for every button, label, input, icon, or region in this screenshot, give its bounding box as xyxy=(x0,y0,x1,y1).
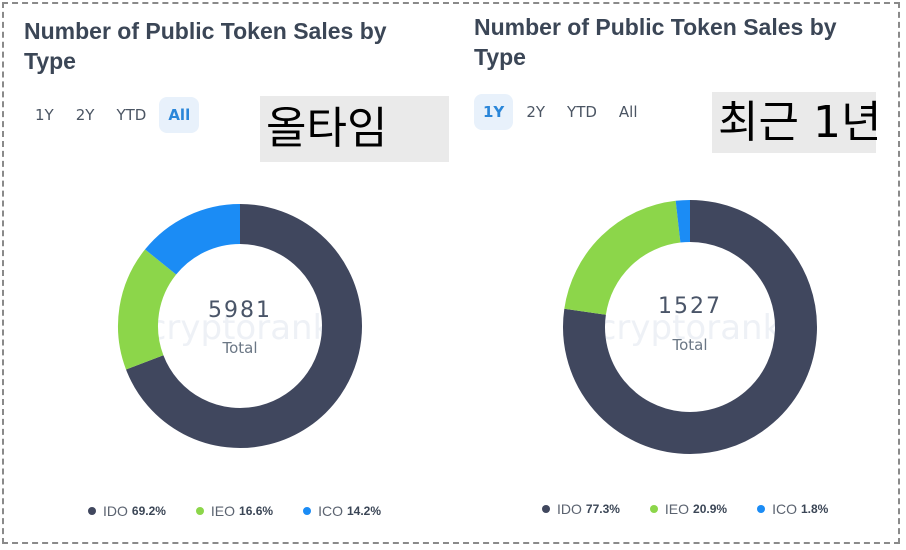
legend-dot-ico xyxy=(757,505,766,513)
legend-dot-ido xyxy=(542,505,550,513)
legend-name: IEO xyxy=(210,503,236,519)
legend-value: 77.3% xyxy=(585,502,620,516)
legend-name: IDO xyxy=(103,503,128,519)
legend-dot-ieo xyxy=(649,505,658,513)
screenshot-frame xyxy=(2,2,900,544)
tab-all[interactable]: All xyxy=(159,97,200,133)
legend-dot-ico xyxy=(303,507,312,515)
legend-value: 1.8% xyxy=(800,502,829,516)
chart-legend: IDO 69.2% IEO 16.6% ICO 14.2% xyxy=(88,503,381,519)
legend-item-ieo[interactable]: IEO 20.9% xyxy=(649,501,728,517)
legend-item-ico[interactable]: ICO 1.8% xyxy=(757,501,828,517)
legend-value: 14.2% xyxy=(346,504,381,518)
chart-title: Number of Public Token Sales by Type xyxy=(24,18,387,74)
legend-value: 69.2% xyxy=(131,504,166,518)
legend-item-ido[interactable]: IDO 77.3% xyxy=(542,501,620,517)
tab-2y[interactable]: 2Y xyxy=(526,103,546,121)
tab-1y[interactable]: 1Y xyxy=(474,94,514,130)
donut-slice-ieo[interactable] xyxy=(564,200,682,316)
donut-slices xyxy=(118,204,362,448)
donut-slice-ido[interactable] xyxy=(126,204,362,448)
watermark: cryptorank xyxy=(598,308,783,348)
total-label: Total xyxy=(671,336,707,354)
donut-slice-ido[interactable] xyxy=(563,200,817,454)
legend-value: 20.9% xyxy=(693,502,728,516)
legend-value: 16.6% xyxy=(239,504,274,518)
total-value: 1527 xyxy=(658,294,722,319)
donut-slice-ico[interactable] xyxy=(145,204,241,276)
tab-2y[interactable]: 2Y xyxy=(75,106,95,124)
total-value: 5981 xyxy=(208,298,272,323)
legend-dot-ieo xyxy=(195,507,204,515)
donut-slices xyxy=(563,200,817,454)
legend-item-ido[interactable]: IDO 69.2% xyxy=(88,503,166,519)
tab-ytd[interactable]: YTD xyxy=(116,106,147,124)
legend-name: ICO xyxy=(318,503,343,519)
overlay-label: 올타임 xyxy=(260,96,449,162)
donut-chart: cryptorank 5981 Total xyxy=(118,204,362,448)
donut-slice-ieo[interactable] xyxy=(118,249,177,370)
chart-legend: IDO 77.3% IEO 20.9% ICO 1.8% xyxy=(542,501,828,517)
legend-name: IEO xyxy=(664,501,690,517)
watermark: cryptorank xyxy=(148,308,333,348)
donut-slice-ico[interactable] xyxy=(675,200,691,243)
chart-title: Number of Public Token Sales by Type xyxy=(474,14,837,70)
legend-item-ico[interactable]: ICO 14.2% xyxy=(303,503,381,519)
overlay-label: 최근 1년 xyxy=(712,92,881,153)
legend-name: ICO xyxy=(772,501,797,517)
tab-1y[interactable]: 1Y xyxy=(35,106,54,124)
legend-item-ieo[interactable]: IEO 16.6% xyxy=(195,503,274,519)
legend-dot-ido xyxy=(88,507,96,515)
total-label: Total xyxy=(221,339,257,357)
donut-chart: cryptorank 1527 Total xyxy=(563,200,817,454)
time-range-tabs: 1Y 2Y YTD All xyxy=(26,97,203,133)
legend-name: IDO xyxy=(557,501,582,517)
chart-panel-all-time: Number of Public Token Sales by Type 1Y … xyxy=(0,0,450,550)
chart-panel-last-year: Number of Public Token Sales by Type 1Y … xyxy=(450,0,900,550)
time-range-tabs: 1Y 2Y YTD All xyxy=(474,94,651,130)
tab-ytd[interactable]: YTD xyxy=(567,103,597,121)
tab-all[interactable]: All xyxy=(618,103,638,121)
